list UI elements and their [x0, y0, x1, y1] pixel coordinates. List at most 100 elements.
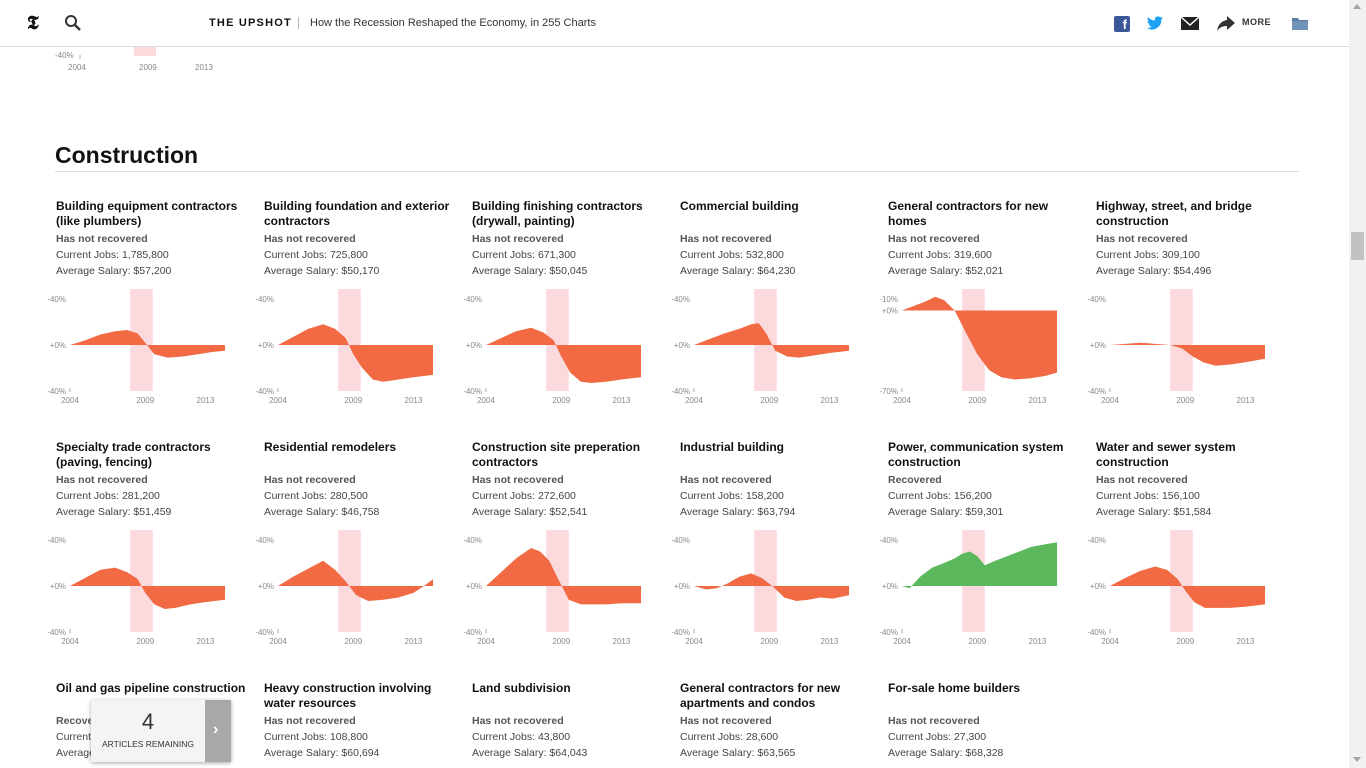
header-divider	[298, 17, 299, 29]
articles-count: 4	[141, 709, 155, 734]
recession-band	[130, 530, 153, 632]
chart-title: Industrial building	[680, 440, 784, 454]
recovery-status: Has not recovered	[264, 474, 356, 486]
average-salary: Average Salary: $59,301	[888, 506, 1004, 518]
nyt-logo-icon[interactable]: 𝕿	[27, 12, 39, 34]
area-chart: +40% +0% -40%2004 2009 2013	[1088, 289, 1265, 405]
recovery-status: Has not recovered	[680, 233, 772, 245]
chart-card-highway-street-and-bridge-construction: Highway, street, and bridge construction…	[1088, 199, 1296, 405]
y-tick-label: +0%	[258, 341, 274, 350]
x-tick-label: 2004	[893, 637, 911, 646]
y-tick-label: +0%	[882, 307, 898, 316]
x-tick-label: 2009	[136, 396, 154, 405]
y-tick-label: +0%	[1090, 341, 1106, 350]
series-area	[694, 573, 849, 601]
chart-title: Oil and gas pipeline construction	[56, 681, 246, 695]
y-tick-label: +40%	[880, 536, 898, 545]
y-tick-label: +40%	[464, 536, 482, 545]
y-tick-label: +0%	[466, 341, 482, 350]
recovery-status: Recovered	[888, 474, 942, 486]
x-tick-label: 2013	[1237, 396, 1255, 405]
x-tick-label: 2009	[552, 637, 570, 646]
y-tick-label: +40%	[1088, 295, 1106, 304]
area-chart: +10% +0% -70%2004 2009 2013	[880, 289, 1057, 405]
x-tick-label: 2004	[61, 637, 79, 646]
folder-icon[interactable]	[1291, 14, 1309, 32]
chart-card-commercial-building: Commercial building Has not recovered Curr…	[672, 199, 880, 405]
scroll-up-arrow-icon[interactable]	[1353, 4, 1361, 9]
average-salary: Average Salary: $51,584	[1096, 506, 1212, 518]
x-tick-label: 2009	[344, 637, 362, 646]
x-tick-label: 2004	[1101, 637, 1119, 646]
recovery-status: Has not recovered	[680, 715, 772, 727]
y-tick-label: -40%	[1088, 628, 1106, 637]
articles-next-button[interactable]: ›	[205, 700, 231, 762]
more-button[interactable]: MORE	[1242, 17, 1271, 27]
y-tick-label: -40%	[672, 628, 690, 637]
share-icon[interactable]	[1216, 14, 1236, 32]
y-tick-label: -40%	[256, 387, 274, 396]
average-salary: Average Salary: $57,200	[56, 265, 172, 277]
y-tick-label: +40%	[48, 295, 66, 304]
x-tick-label: 2004	[477, 396, 495, 405]
recovery-status: Has not recovered	[680, 474, 772, 486]
recovery-status: Has not recovered	[888, 233, 980, 245]
y-tick-label: +0%	[466, 582, 482, 591]
y-tick-label: +40%	[672, 295, 690, 304]
series-area	[70, 330, 225, 358]
chart-title: Commercial building	[680, 199, 799, 213]
recovery-status: Has not recovered	[1096, 474, 1188, 486]
series-area	[1110, 566, 1265, 608]
x-tick-label: 2013	[821, 637, 839, 646]
y-tick-label: +10%	[880, 295, 898, 304]
recession-band	[1170, 530, 1193, 632]
current-jobs: Current Jobs: 43,800	[472, 731, 571, 743]
average-salary: Average Salary: $63,565	[680, 747, 796, 759]
x-tick-label: 2013	[405, 396, 423, 405]
chart-card-building-finishing-contractors-drywall-painting: Building finishing contractors (drywall,…	[464, 199, 672, 405]
recovery-status: Has not recovered	[56, 233, 148, 245]
chart-card-construction-site-preperation-contractors: Construction site preperation contractor…	[464, 440, 672, 646]
mail-icon[interactable]	[1180, 14, 1200, 32]
current-jobs: Current Jobs: 28,600	[680, 731, 779, 743]
section-name[interactable]: THE UPSHOT	[209, 17, 292, 29]
x-tick-label: 2004	[893, 396, 911, 405]
y-tick-label: +0%	[674, 582, 690, 591]
recession-band	[134, 47, 156, 56]
series-area	[486, 327, 641, 383]
current-jobs: Current Jobs: 671,300	[472, 249, 576, 261]
average-salary: Average Salary: $64,043	[472, 747, 588, 759]
series-area	[486, 548, 641, 605]
recession-band	[1170, 289, 1193, 391]
search-icon[interactable]	[64, 14, 82, 32]
facebook-icon[interactable]: f	[1114, 16, 1130, 32]
area-chart: +40% +0% -40%2004 2009 2013	[880, 530, 1057, 646]
y-tick-label: +40%	[256, 536, 274, 545]
chart-title: Residential remodelers	[264, 440, 397, 454]
y-tick-label: -70%	[880, 387, 898, 396]
y-tick-label: -40%	[256, 628, 274, 637]
articles-remaining-panel[interactable]: 4 ARTICLES REMAINING	[91, 700, 205, 762]
area-chart: +40% +0% -40%2004 2009 2013	[672, 530, 849, 646]
average-salary: Average Salary: $52,541	[472, 506, 588, 518]
y-tick-label: -40%	[55, 51, 74, 60]
y-tick-label: -40%	[464, 387, 482, 396]
area-chart: +40% +0% -40%2004 2009 2013	[464, 530, 641, 646]
scroll-thumb[interactable]	[1351, 232, 1364, 260]
x-tick-label: 2013	[613, 637, 631, 646]
x-tick-label: 2009	[344, 396, 362, 405]
y-tick-label: -40%	[464, 628, 482, 637]
scrollbar[interactable]	[1349, 0, 1366, 768]
articles-remaining-widget[interactable]: 4 ARTICLES REMAINING ›	[91, 700, 231, 762]
twitter-icon[interactable]	[1146, 14, 1164, 32]
average-salary: Average Salary: $51,459	[56, 506, 172, 518]
chart-title: Heavy construction involving water resou…	[264, 681, 432, 710]
chart-card-heavy-construction-involving-water-resources: Heavy construction involving water resou…	[264, 681, 464, 761]
scroll-down-arrow-icon[interactable]	[1353, 757, 1361, 762]
y-tick-label: +0%	[1090, 582, 1106, 591]
recovery-status: Has not recovered	[472, 233, 564, 245]
area-chart: +40% +0% -40%2004 2009 2013	[1088, 530, 1265, 646]
top-bar: 𝕿 THE UPSHOT How the Recession Reshaped …	[0, 0, 1349, 47]
y-tick-label: +0%	[50, 582, 66, 591]
chart-card-general-contractors-for-new-homes: General contractors for new homes Has not…	[880, 199, 1088, 405]
